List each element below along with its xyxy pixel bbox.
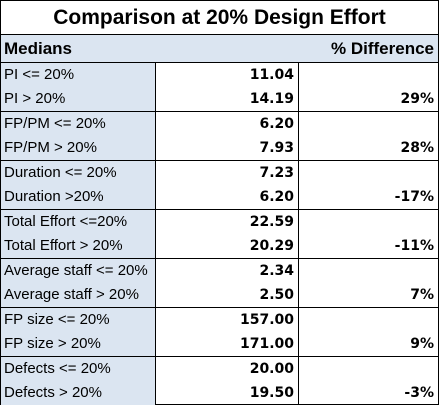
percent-difference xyxy=(299,308,438,332)
metric-label: Average staff > 20% xyxy=(4,286,139,303)
percent-difference: -3% xyxy=(404,385,434,401)
metric-value: 6.20 xyxy=(259,189,294,205)
metric-label: PI > 20% xyxy=(4,90,66,107)
metric-value: 20.00 xyxy=(249,361,294,377)
metric-value: 6.20 xyxy=(259,116,294,132)
metric-group: FP size <= 20% FP size > 20% 157.00 171.00 9… xyxy=(1,308,438,357)
metric-value: 171.00 xyxy=(239,336,294,352)
metric-label-column: Total Effort <=20% Total Effort > 20% xyxy=(1,210,156,258)
metric-label: Duration <= 20% xyxy=(4,164,117,181)
metric-value: 2.34 xyxy=(259,263,294,279)
metric-value-column: 6.20 7.93 xyxy=(156,112,299,160)
table-title: Comparison at 20% Design Effort xyxy=(1,1,438,35)
metric-label: FP size <= 20% xyxy=(4,311,110,328)
metric-value: 14.19 xyxy=(249,91,294,107)
header-medians: Medians xyxy=(4,39,73,58)
header-row: Medians % Difference xyxy=(1,35,438,63)
percent-difference: 9% xyxy=(410,336,434,352)
percent-difference-column: -3% xyxy=(299,357,438,405)
table-body: PI <= 20% PI > 20% 11.04 14.19 29% FP/PM <= 2… xyxy=(1,63,438,405)
header-percent-difference: % Difference xyxy=(331,39,434,58)
metric-value-column: 2.34 2.50 xyxy=(156,259,299,307)
percent-difference-column: -11% xyxy=(299,210,438,258)
metric-label: Defects <= 20% xyxy=(4,360,111,377)
percent-difference: 28% xyxy=(400,140,434,156)
metric-value: 7.93 xyxy=(259,140,294,156)
percent-difference-column: 28% xyxy=(299,112,438,160)
metric-label-column: Average staff <= 20% Average staff > 20% xyxy=(1,259,156,307)
metric-group: Average staff <= 20% Average staff > 20% 2… xyxy=(1,259,438,308)
metric-value: 19.50 xyxy=(249,385,294,401)
metric-label: PI <= 20% xyxy=(4,66,75,83)
metric-value-column: 20.00 19.50 xyxy=(156,357,299,405)
percent-difference xyxy=(299,161,438,185)
metric-label-column: PI <= 20% PI > 20% xyxy=(1,63,156,111)
metric-label: FP/PM <= 20% xyxy=(4,115,106,132)
metric-group: Total Effort <=20% Total Effort > 20% 22.5… xyxy=(1,210,438,259)
percent-difference-column: 9% xyxy=(299,308,438,356)
percent-difference xyxy=(299,259,438,283)
metric-group: FP/PM <= 20% FP/PM > 20% 6.20 7.93 28% xyxy=(1,112,438,161)
percent-difference: 29% xyxy=(400,91,434,107)
metric-value-column: 11.04 14.19 xyxy=(156,63,299,111)
percent-difference xyxy=(299,357,438,381)
percent-difference: -11% xyxy=(394,238,434,254)
percent-difference: 7% xyxy=(410,287,434,303)
percent-difference xyxy=(299,210,438,234)
metric-label-column: Defects <= 20% Defects > 20% xyxy=(1,357,156,405)
metric-label-column: FP/PM <= 20% FP/PM > 20% xyxy=(1,112,156,160)
metric-label: Total Effort > 20% xyxy=(4,237,123,254)
metric-group: Duration <= 20% Duration >20% 7.23 6.20 -17% xyxy=(1,161,438,210)
percent-difference xyxy=(299,112,438,136)
metric-value: 22.59 xyxy=(249,214,294,230)
metric-label: FP/PM > 20% xyxy=(4,139,97,156)
metric-label: Total Effort <=20% xyxy=(4,213,128,230)
metric-label: Duration >20% xyxy=(4,188,104,205)
metric-label: FP size > 20% xyxy=(4,335,101,352)
metric-value: 11.04 xyxy=(249,67,294,83)
metric-value-column: 7.23 6.20 xyxy=(156,161,299,209)
metric-value: 2.50 xyxy=(259,287,294,303)
metric-value-column: 22.59 20.29 xyxy=(156,210,299,258)
metric-value: 157.00 xyxy=(239,312,294,328)
metric-label: Defects > 20% xyxy=(4,384,102,401)
metric-label: Average staff <= 20% xyxy=(4,262,148,279)
percent-difference xyxy=(299,63,438,87)
percent-difference-column: 7% xyxy=(299,259,438,307)
percent-difference-column: 29% xyxy=(299,63,438,111)
metric-group: PI <= 20% PI > 20% 11.04 14.19 29% xyxy=(1,63,438,112)
metric-value: 20.29 xyxy=(249,238,294,254)
percent-difference: -17% xyxy=(394,189,434,205)
percent-difference-column: -17% xyxy=(299,161,438,209)
metric-value-column: 157.00 171.00 xyxy=(156,308,299,356)
metric-label-column: FP size <= 20% FP size > 20% xyxy=(1,308,156,356)
metric-label-column: Duration <= 20% Duration >20% xyxy=(1,161,156,209)
metric-value: 7.23 xyxy=(259,165,294,181)
metric-group: Defects <= 20% Defects > 20% 20.00 19.50 -3% xyxy=(1,357,438,405)
